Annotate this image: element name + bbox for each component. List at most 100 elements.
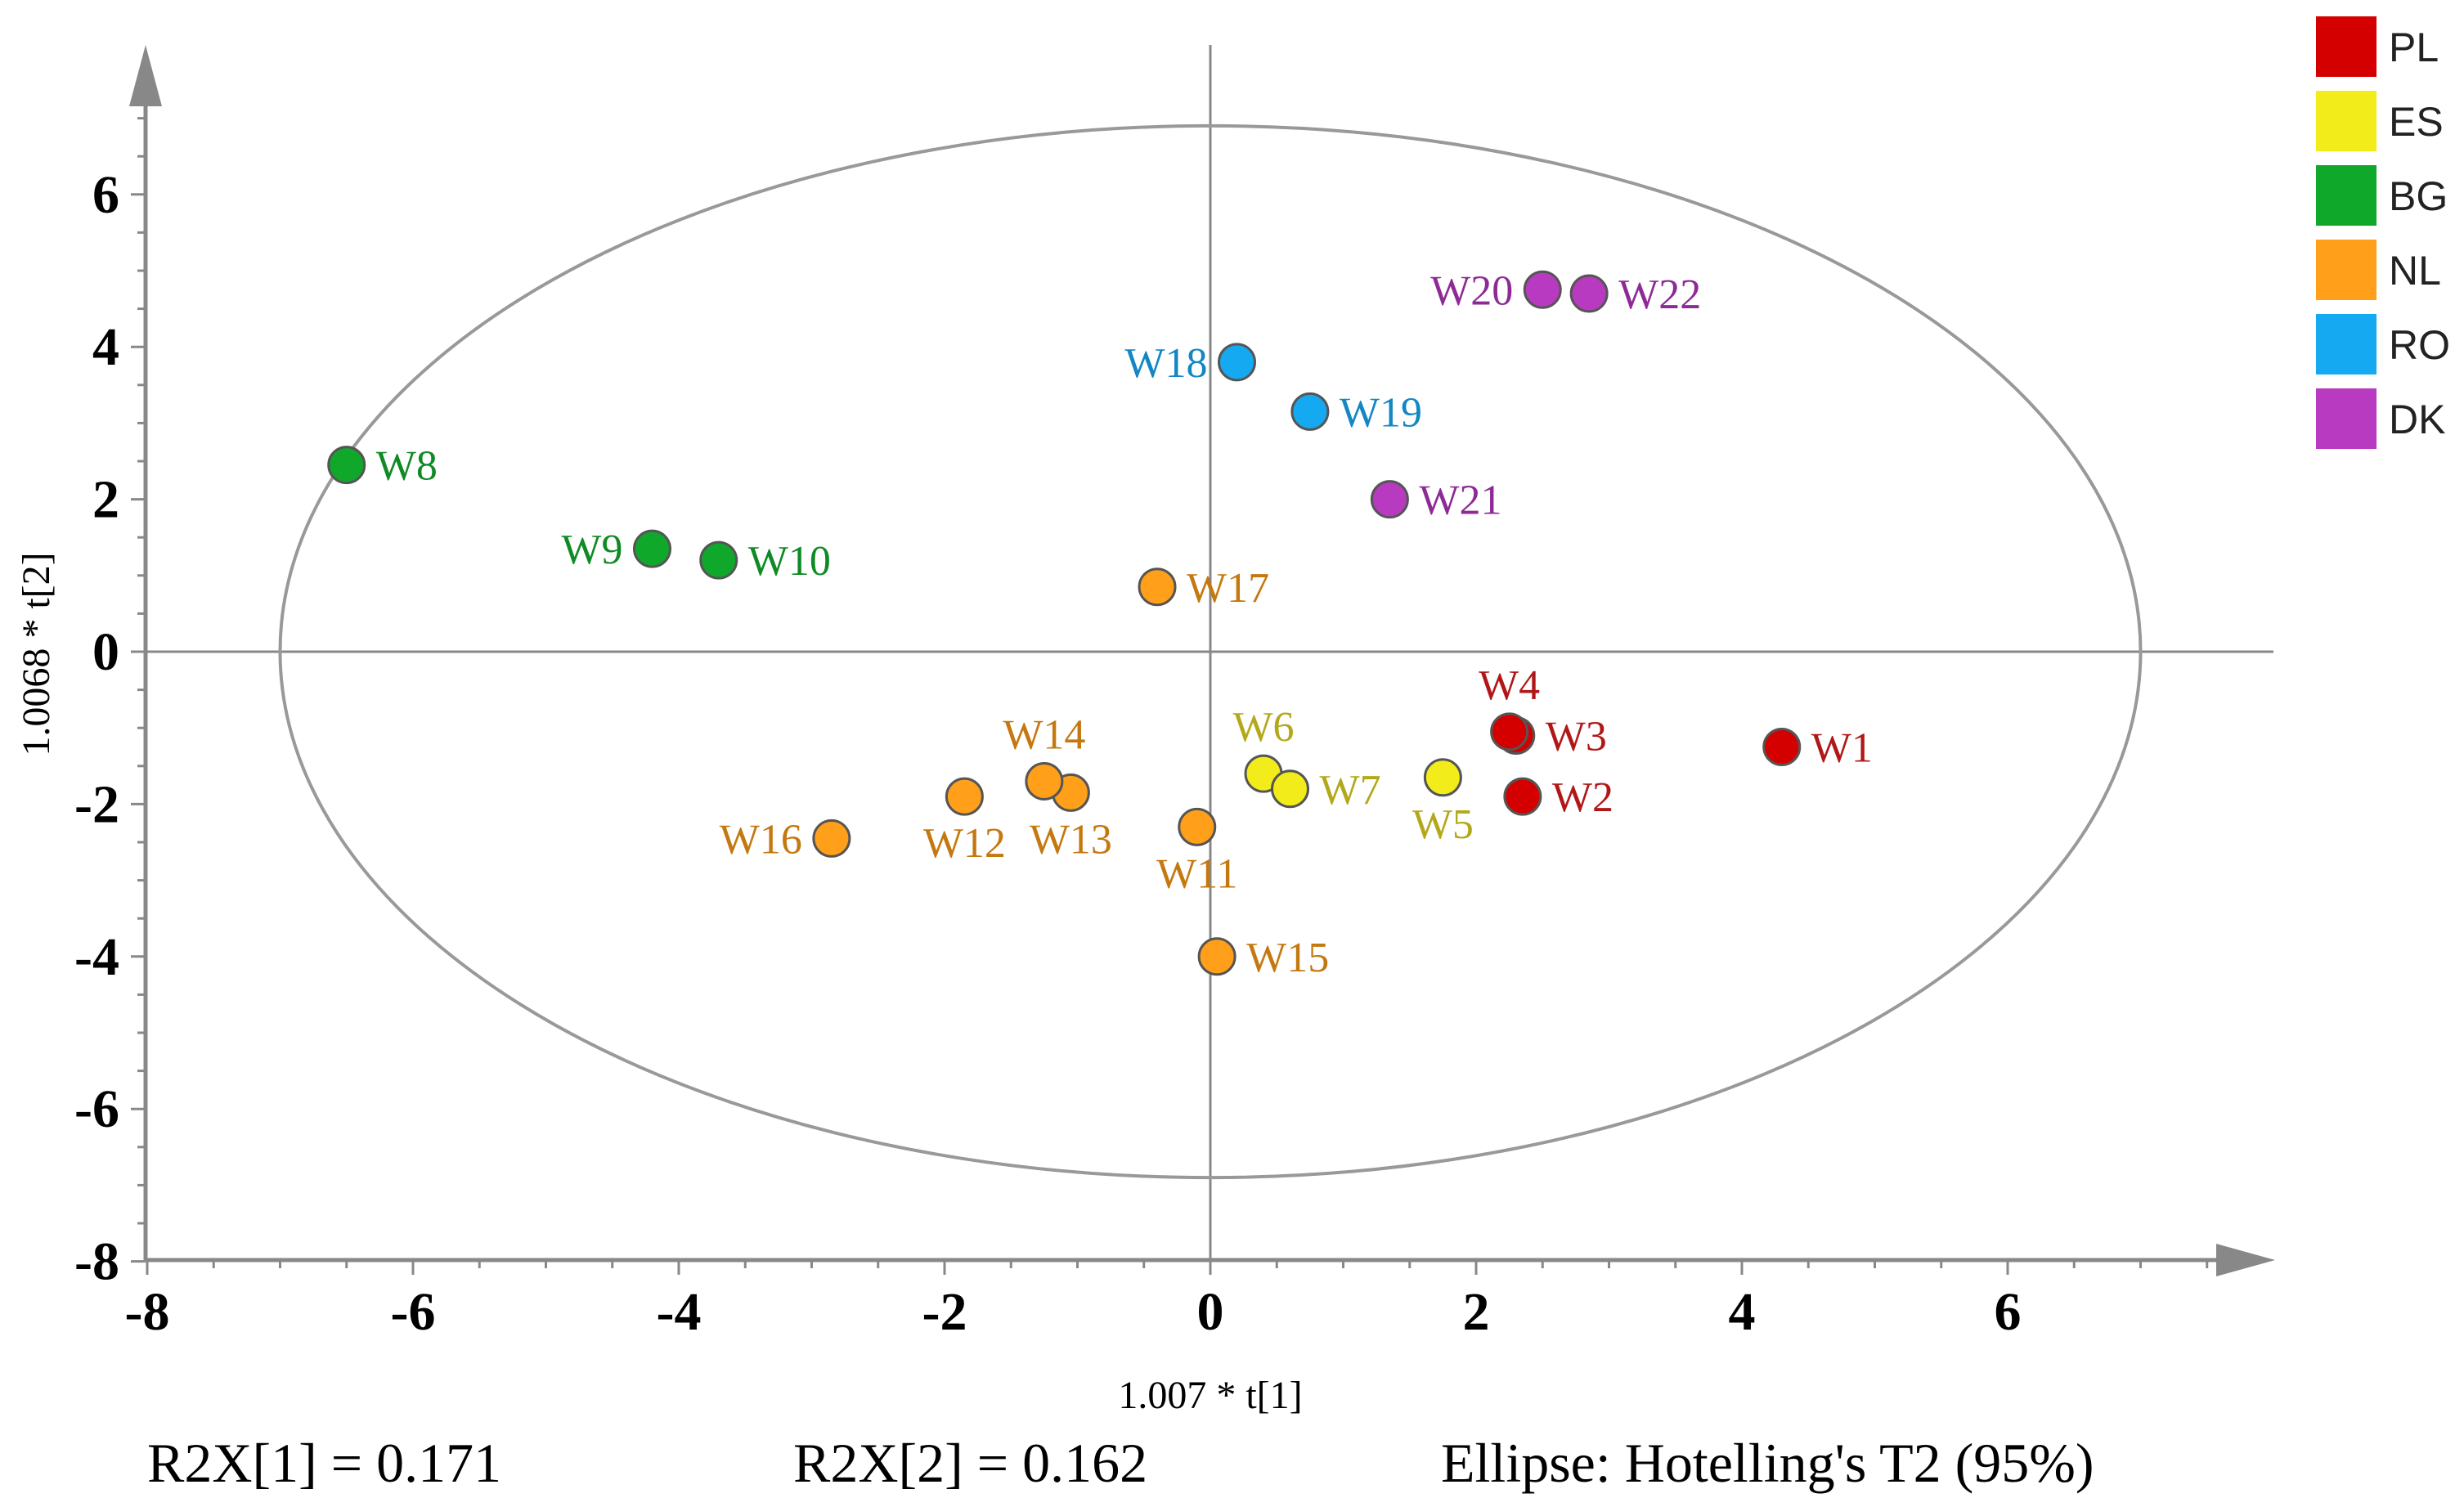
legend-item-pl: PL (2316, 16, 2439, 77)
y-tick-label: -4 (74, 927, 119, 987)
point-marker (327, 446, 366, 485)
point-label: W21 (1419, 478, 1501, 524)
x-tick-label: -2 (922, 1282, 967, 1342)
point-label: W14 (1003, 711, 1085, 758)
point-marker (1271, 769, 1309, 809)
legend-swatch (2316, 91, 2376, 151)
y-tick-label: -2 (74, 774, 119, 834)
data-point-w4: W4 (1479, 662, 1540, 751)
point-marker (812, 819, 851, 858)
point-label: W11 (1156, 850, 1237, 897)
legend-label: DK (2389, 397, 2445, 442)
point-label: W20 (1430, 267, 1513, 314)
point-marker (1523, 270, 1562, 309)
point-label: W3 (1546, 714, 1607, 760)
point-label: W18 (1124, 340, 1207, 387)
legend-swatch (2316, 165, 2376, 226)
data-point-w10: W10 (699, 538, 831, 585)
point-label: W15 (1246, 935, 1329, 981)
point-marker (1503, 777, 1542, 816)
data-point-w2: W2 (1503, 774, 1613, 821)
point-label: W22 (1618, 271, 1701, 318)
x-axis-arrow (2216, 1244, 2275, 1276)
point-label: W2 (1552, 774, 1613, 821)
y-tick-label: 0 (92, 622, 119, 682)
legend-label: NL (2389, 248, 2441, 294)
point-marker (1370, 480, 1409, 519)
data-point-w9: W9 (561, 527, 671, 573)
data-point-w19: W19 (1290, 389, 1422, 436)
point-label: W9 (561, 527, 622, 573)
data-point-w18: W18 (1124, 340, 1256, 387)
legend-item-bg: BG (2316, 165, 2448, 226)
x-tick-label: 0 (1197, 1282, 1224, 1342)
x-axis-title: 1.007 * t[1] (1118, 1374, 1302, 1417)
point-marker (1025, 761, 1064, 801)
point-label: W7 (1320, 767, 1381, 814)
data-point-w12: W12 (923, 777, 1006, 867)
point-marker (633, 529, 671, 568)
x-tick-label: 4 (1729, 1282, 1756, 1342)
point-marker (1290, 392, 1330, 431)
point-label: W10 (748, 538, 831, 585)
y-axis-arrow (129, 45, 162, 106)
point-marker (699, 540, 738, 580)
point-marker (1423, 758, 1462, 797)
r2x2-stat: R2X[2] = 0.162 (793, 1432, 1147, 1494)
point-marker (945, 777, 984, 816)
data-point-w21: W21 (1370, 478, 1501, 524)
data-point-w5: W5 (1412, 758, 1474, 848)
x-tick-label: -6 (391, 1282, 436, 1342)
point-label: W13 (1030, 816, 1112, 863)
point-marker (1138, 567, 1177, 607)
point-marker (1197, 937, 1236, 976)
y-tick-label: -8 (74, 1232, 119, 1292)
legend-item-es: ES (2316, 91, 2444, 151)
y-tick-label: 2 (92, 470, 119, 530)
point-label: W16 (720, 816, 802, 863)
legend-label: RO (2389, 322, 2450, 368)
y-tick-label: -6 (74, 1079, 119, 1139)
point-label: W12 (923, 820, 1006, 867)
r2x1-stat: R2X[1] = 0.171 (147, 1432, 501, 1494)
data-point-w15: W15 (1197, 935, 1329, 981)
data-point-w8: W8 (327, 443, 438, 490)
hotelling-ellipse (278, 123, 2143, 1180)
legend-swatch (2316, 388, 2376, 449)
data-point-w17: W17 (1138, 565, 1269, 612)
legend-item-ro: RO (2316, 314, 2450, 375)
point-label: W8 (376, 443, 438, 490)
legend-label: ES (2389, 99, 2444, 145)
point-label: W17 (1187, 565, 1269, 612)
y-tick-label: 6 (92, 165, 119, 225)
point-marker (1178, 807, 1217, 846)
x-tick-label: 6 (1995, 1282, 2022, 1342)
legend-swatch (2316, 314, 2376, 375)
x-tick-label: 2 (1463, 1282, 1490, 1342)
data-point-w14: W14 (1003, 711, 1085, 801)
point-marker (1490, 712, 1529, 751)
point-label: W1 (1811, 725, 1873, 772)
point-marker (1569, 274, 1609, 313)
ellipse-caption: Ellipse: Hotelling's T2 (95%) (1441, 1432, 2094, 1494)
x-tick-label: -8 (125, 1282, 170, 1342)
point-label: W6 (1232, 704, 1294, 751)
y-axis-title: 1.0068 * t[2] (15, 552, 58, 756)
data-point-w1: W1 (1762, 725, 1873, 772)
legend-item-dk: DK (2316, 388, 2445, 449)
data-point-w22: W22 (1569, 271, 1701, 318)
point-label: W19 (1340, 389, 1422, 436)
legend-item-nl: NL (2316, 240, 2441, 300)
x-tick-label: -4 (657, 1282, 702, 1342)
data-point-w7: W7 (1271, 767, 1381, 814)
y-tick-label: 4 (92, 317, 119, 377)
point-marker (1218, 343, 1256, 382)
data-point-w11: W11 (1156, 807, 1237, 897)
point-label: W4 (1479, 662, 1540, 709)
legend-label: PL (2389, 25, 2439, 70)
data-point-w20: W20 (1430, 267, 1562, 314)
point-label: W5 (1412, 801, 1474, 848)
point-marker (1762, 728, 1802, 766)
